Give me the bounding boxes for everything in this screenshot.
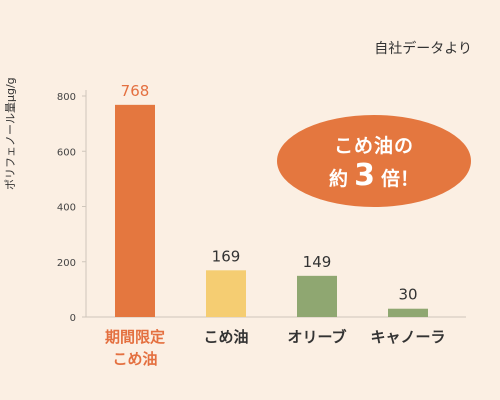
badge-suffix: 倍！ xyxy=(380,168,419,190)
bar xyxy=(206,270,246,317)
source-note: 自社データより xyxy=(374,41,472,57)
y-axis-label: ポリフェノール量μg/g xyxy=(4,77,17,190)
bar xyxy=(115,104,155,317)
x-category-label: オリーブ xyxy=(287,328,346,346)
bar-value-label: 768 xyxy=(121,82,150,100)
x-category-label: キャノーラ xyxy=(370,328,445,346)
comparison-badge: こめ油の 約 3 倍！ xyxy=(277,115,471,207)
x-category-label: 期間限定 xyxy=(105,328,165,346)
badge-number: 3 xyxy=(354,158,375,193)
badge-text-line1: こめ油の xyxy=(333,135,414,157)
bar-value-label: 30 xyxy=(398,286,417,304)
badge-prefix: 約 xyxy=(329,168,349,190)
bar-value-label: 169 xyxy=(212,247,241,265)
y-tick-label: 200 xyxy=(57,258,76,269)
bar xyxy=(297,275,337,317)
x-category-label: こめ油 xyxy=(203,328,248,346)
bar xyxy=(388,308,428,317)
y-tick-label: 400 xyxy=(57,203,76,214)
y-tick-label: 0 xyxy=(70,313,76,324)
y-tick-label: 600 xyxy=(57,147,76,158)
bar-value-label: 149 xyxy=(303,253,332,271)
badge-text-line2: 約 3 倍！ xyxy=(277,158,471,193)
y-tick-label: 800 xyxy=(57,92,76,103)
x-category-label: こめ油 xyxy=(112,350,157,368)
